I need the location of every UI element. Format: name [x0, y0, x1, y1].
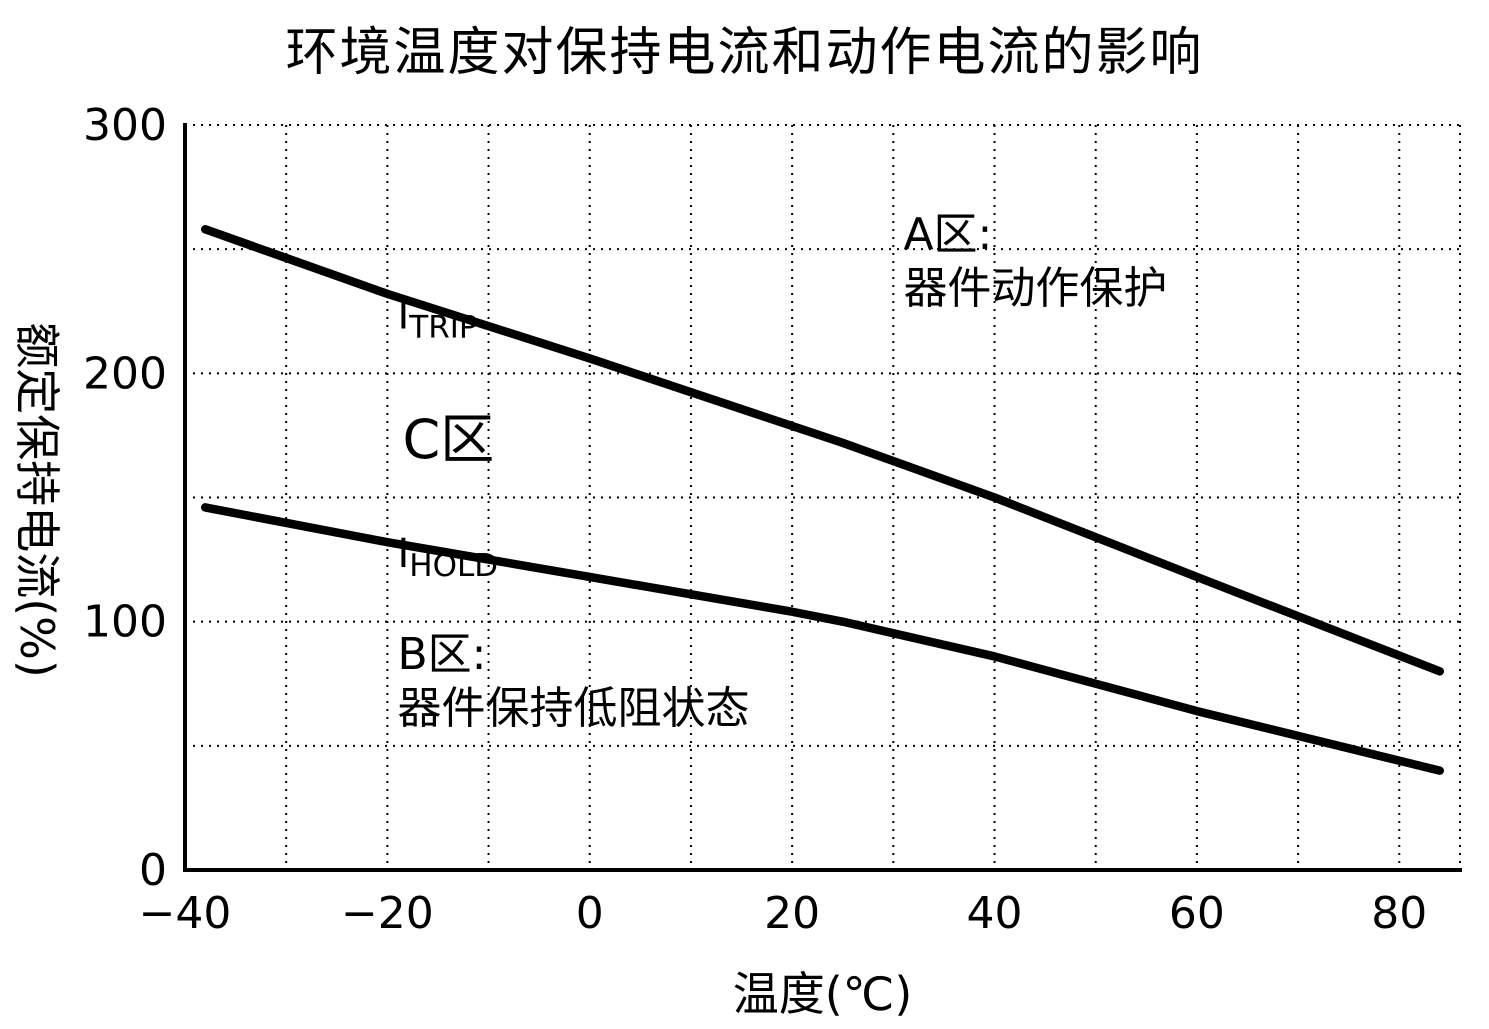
- x-tick-label: 0: [576, 888, 604, 939]
- zone-b-label: B区:器件保持低阻状态: [398, 629, 750, 734]
- x-axis-title: 温度(℃): [732, 967, 913, 1021]
- x-tick-label: 40: [967, 888, 1023, 939]
- y-tick-label: 200: [83, 348, 167, 399]
- x-tick-label: −20: [341, 888, 434, 939]
- y-tick-label: 0: [139, 845, 167, 896]
- zone-c-label: C区: [403, 408, 495, 471]
- y-tick-label: 100: [83, 597, 167, 648]
- y-tick-label: 300: [83, 100, 167, 151]
- zone-a-label: A区:器件动作保护: [903, 209, 1167, 314]
- chart-title: 环境温度对保持电流和动作电流的影响: [285, 23, 1204, 83]
- x-tick-label: 80: [1371, 888, 1427, 939]
- itrip-label: ITRIP: [398, 293, 478, 346]
- x-tick-label: 60: [1169, 888, 1225, 939]
- x-tick-label: −40: [139, 888, 232, 939]
- series-line-I_HOLD: [200, 503, 1445, 775]
- x-tick-label: 20: [764, 888, 820, 939]
- ihold-label: IHOLD: [398, 531, 499, 584]
- series-line-I_TRIP: [200, 225, 1445, 676]
